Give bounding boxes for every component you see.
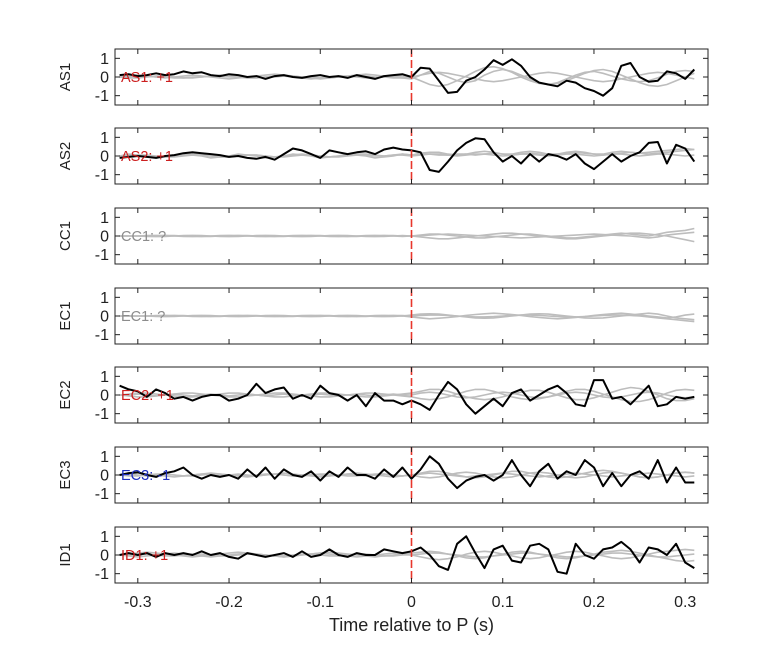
panel-cc1: CC1: ? 1 0-1 CC1 [57,207,709,265]
panel-as2: AS2: +1 1 0-1 AS2 [57,127,709,185]
primary-trace [119,58,696,97]
y-tick-label: 1 [100,529,109,546]
station-label: AS1 [57,63,74,91]
y-tick-label: -1 [95,88,109,105]
polarity-annotation: EC1: ? [121,309,165,325]
background-trace [119,231,695,239]
station-label: ID1 [57,543,74,566]
y-tick-label: 1 [100,449,109,466]
x-axis: -0.3 -0.2 -0.1 0 0.1 0.2 0.3 [124,594,696,611]
background-traces [119,312,695,323]
y-tick-label: 0 [100,149,109,166]
y-tick-label: 1 [100,210,109,227]
background-trace [119,314,695,323]
y-tick-label: -1 [95,167,109,184]
y-tick-label: 1 [100,369,109,386]
primary-trace [119,455,695,490]
y-tick-label: 1 [100,51,109,68]
primary-trace [119,137,696,173]
y-tick-label: 1 [100,290,109,307]
x-tick-label: 0.1 [492,594,514,611]
primary-trace [119,379,695,415]
y-tick-label: -1 [95,406,109,423]
y-tick-label: 0 [100,388,109,405]
x-tick-label: 0.3 [674,594,696,611]
y-tick-label: 0 [100,229,109,246]
x-tick-label: -0.1 [306,594,334,611]
x-tick-label: 0.2 [583,594,605,611]
y-tick-label: 0 [100,70,109,87]
station-label: EC2 [57,380,74,409]
x-tick-label: -0.2 [215,594,243,611]
polarity-annotation: ID1: +1 [121,548,168,564]
panel-ec1: EC1: ? 1 0-1 EC1 [57,287,709,345]
y-tick-label: 0 [100,548,109,565]
y-tick-label: 0 [100,309,109,326]
polarity-annotation: AS2: +1 [121,149,173,165]
background-traces [119,227,695,243]
panel-id1: ID1: +1 1 0-1 ID1 [57,526,709,584]
y-tick-label: -1 [95,327,109,344]
background-traces [119,147,695,159]
polarity-annotation: AS1: +1 [121,70,173,86]
station-label: EC3 [57,460,74,489]
panel-ec3: EC3: -1 1 0-1 EC3 [57,446,709,504]
primary-trace [119,535,695,575]
y-tick-label: 0 [100,468,109,485]
station-label: EC1 [57,301,74,330]
x-axis-label: Time relative to P (s) [329,615,494,635]
y-tick-label: -1 [95,566,109,583]
panel-as1: AS1: +1 1 0-1 AS1 [57,48,709,106]
polarity-annotation: EC2: +1 [121,388,174,404]
y-tick-label: -1 [95,247,109,264]
station-label: AS2 [57,142,74,170]
x-tick-label: 0 [407,594,416,611]
station-label: CC1 [57,221,74,251]
polarity-annotation: CC1: ? [121,229,166,245]
x-tick-label: -0.3 [124,594,152,611]
background-trace [119,68,695,86]
panel-ec2: EC2: +1 1 0-1 EC2 [57,366,709,424]
y-tick-label: -1 [95,486,109,503]
background-trace [119,153,695,158]
background-trace [119,147,695,159]
y-tick-label: 1 [100,130,109,147]
polarity-annotation: EC3: -1 [121,468,170,484]
